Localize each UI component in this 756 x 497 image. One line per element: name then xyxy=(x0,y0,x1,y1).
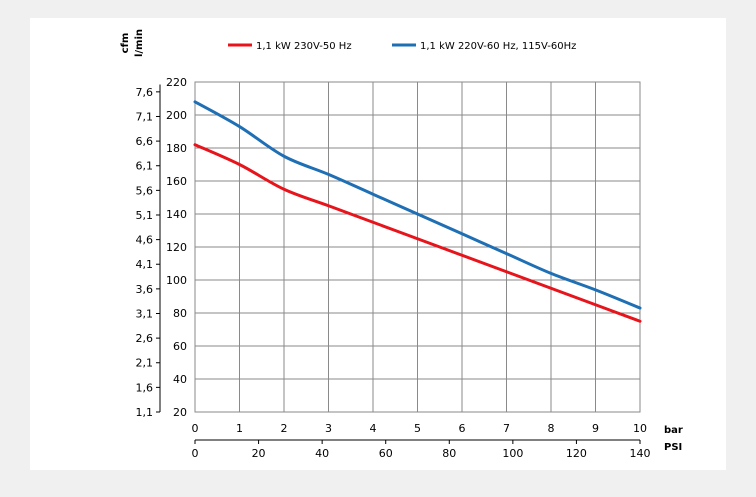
x-bar-tick-label: 5 xyxy=(414,422,421,435)
y-cfm-tick-label: 7,1 xyxy=(136,110,154,123)
x-psi-tick-label: 40 xyxy=(315,447,329,460)
y-cfm-tick-label: 5,1 xyxy=(136,209,154,222)
x-psi-tick-label: 20 xyxy=(252,447,266,460)
x-bar-tick-label: 0 xyxy=(192,422,199,435)
y-lmin-tick-label: 220 xyxy=(166,76,187,89)
y-lmin-tick-label: 120 xyxy=(166,241,187,254)
x-psi-tick-label: 100 xyxy=(502,447,523,460)
x-bar-tick-label: 8 xyxy=(548,422,555,435)
y-lmin-tick-label: 140 xyxy=(166,208,187,221)
x-psi-tick-label: 140 xyxy=(630,447,651,460)
x-bar-tick-label: 2 xyxy=(281,422,288,435)
y-cfm-tick-label: 2,6 xyxy=(136,332,154,345)
y-cfm-tick-label: 3,1 xyxy=(136,307,154,320)
y-lmin-tick-label: 200 xyxy=(166,109,187,122)
y-lmin-tick-label: 20 xyxy=(173,406,187,419)
y-lmin-tick-label: 180 xyxy=(166,142,187,155)
y-cfm-tick-label: 1,1 xyxy=(136,406,154,419)
y-cfm-tick-label: 5,6 xyxy=(136,184,154,197)
x-psi-tick-label: 120 xyxy=(566,447,587,460)
x-bar-tick-label: 6 xyxy=(459,422,466,435)
y-cfm-tick-label: 7,6 xyxy=(136,86,154,99)
y-cfm-tick-label: 2,1 xyxy=(136,357,154,370)
series-line-2 xyxy=(193,100,642,310)
series-lines xyxy=(193,100,642,323)
y-cfm-tick-label: 4,6 xyxy=(136,234,154,247)
x-bar-unit-label: bar xyxy=(664,425,683,436)
x-bar-tick-label: 3 xyxy=(325,422,332,435)
cfm-unit-label: cfm xyxy=(120,33,131,54)
axes: 0 1 2 3 4 5 6 7 8 9 102040608010012014016018020022… xyxy=(136,76,651,460)
x-psi-tick-label: 80 xyxy=(442,447,456,460)
legend-label-2: 1,1 kW 220V-60 Hz, 115V-60Hz xyxy=(420,41,576,52)
y-lmin-tick-label: 160 xyxy=(166,175,187,188)
y-cfm-tick-label: 6,1 xyxy=(136,160,154,173)
lmin-unit-label: l/min xyxy=(134,29,145,57)
y-lmin-tick-label: 100 xyxy=(166,274,187,287)
x-bar-tick-label: 9 xyxy=(592,422,599,435)
x-psi-tick-label: 60 xyxy=(379,447,393,460)
y-lmin-tick-label: 40 xyxy=(173,373,187,386)
x-psi-unit-label: PSI xyxy=(664,442,682,453)
y-cfm-tick-label: 1,6 xyxy=(136,381,154,394)
y-cfm-tick-label: 3,6 xyxy=(136,283,154,296)
x-bar-tick-label: 1 xyxy=(236,422,243,435)
x-bar-tick-label: 10 xyxy=(633,422,647,435)
legend-label-1: 1,1 kW 230V-50 Hz xyxy=(256,41,352,52)
y-cfm-tick-label: 4,1 xyxy=(136,258,154,271)
x-bar-tick-label: 4 xyxy=(370,422,377,435)
x-bar-tick-label: 7 xyxy=(503,422,510,435)
x-psi-tick-label: 0 xyxy=(192,447,199,460)
y-lmin-tick-label: 60 xyxy=(173,340,187,353)
series-line-1 xyxy=(193,143,642,323)
legend: 1,1 kW 230V-50 Hz 1,1 kW 220V-60 Hz, 115V… xyxy=(228,41,576,52)
y-cfm-tick-label: 6,6 xyxy=(136,135,154,148)
y-lmin-tick-label: 80 xyxy=(173,307,187,320)
